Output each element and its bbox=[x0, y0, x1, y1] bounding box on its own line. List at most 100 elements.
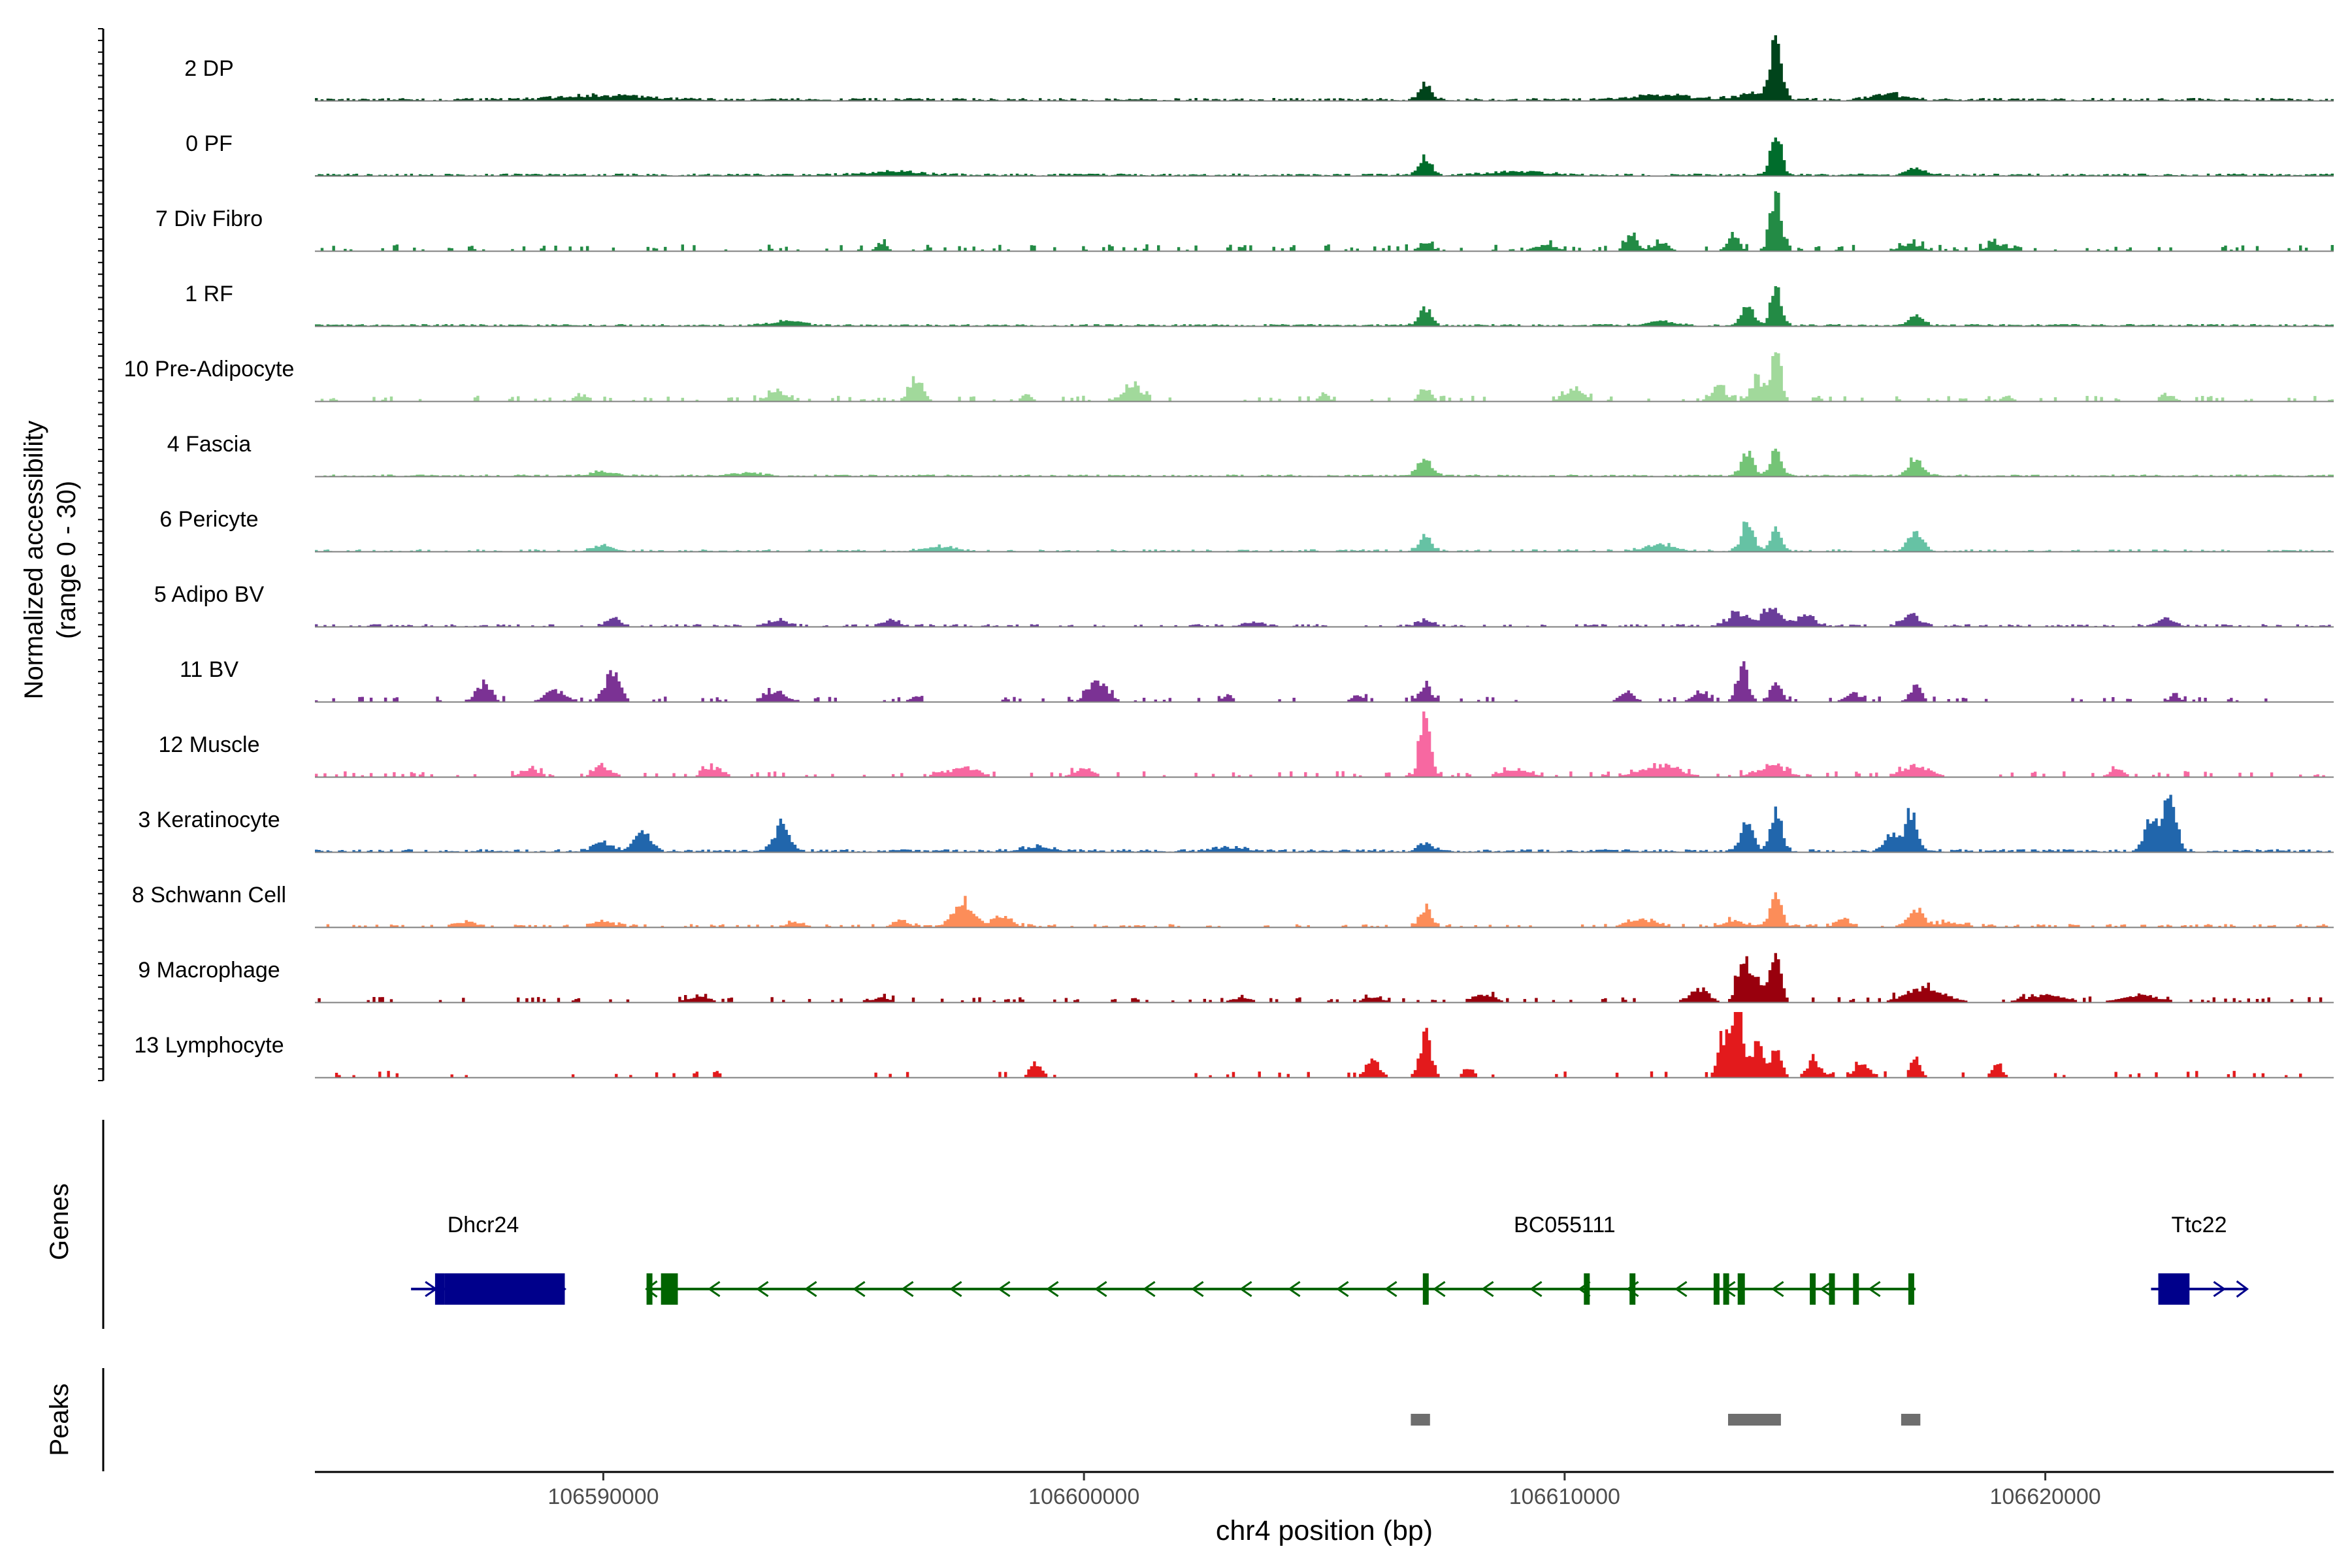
gene-label: BC055111 bbox=[1514, 1213, 1616, 1237]
track-label: 10 Pre-Adipocyte bbox=[124, 357, 295, 382]
track-label: 4 Fascia bbox=[167, 432, 252, 457]
coverage-area bbox=[315, 953, 2334, 1002]
track-2-dp: 2 DP bbox=[184, 35, 2334, 102]
x-axis: 106590000 106600000 106610000 106620000 bbox=[315, 1471, 2334, 1509]
x-tick-label: 106620000 bbox=[1989, 1484, 2100, 1509]
gene-exon bbox=[646, 1273, 653, 1305]
x-tick-label: 106610000 bbox=[1509, 1484, 1620, 1509]
track-label: 5 Adipo BV bbox=[154, 582, 265, 607]
strand-arrow-icon bbox=[1335, 1281, 1349, 1298]
track-4-fascia: 4 Fascia bbox=[167, 432, 2334, 478]
coverage-area bbox=[315, 1012, 2334, 1077]
x-tick-label: 106600000 bbox=[1028, 1484, 1139, 1509]
track-label: 11 BV bbox=[180, 657, 238, 682]
coverage-area bbox=[315, 661, 2334, 702]
track-1-rf: 1 RF bbox=[185, 282, 2334, 327]
track-label: 13 Lymphocyte bbox=[134, 1033, 284, 1058]
track-5-adipo-bv: 5 Adipo BV bbox=[154, 582, 2334, 628]
strand-arrow-icon bbox=[852, 1281, 866, 1298]
y-axis-label-line1: Normalized accessibility bbox=[20, 421, 48, 700]
gene-exon bbox=[1713, 1273, 1720, 1305]
gene-dhcr24: Dhcr24 bbox=[411, 1213, 567, 1305]
gene-exon bbox=[1584, 1273, 1590, 1305]
strand-arrow-icon bbox=[997, 1281, 1011, 1298]
genes-axis-label: Genes bbox=[45, 1183, 74, 1260]
track-label: 3 Keratinocyte bbox=[138, 808, 280, 832]
strand-arrow-icon bbox=[804, 1281, 817, 1298]
track-13-lymphocyte: 13 Lymphocyte bbox=[134, 1012, 2334, 1079]
strand-arrow-icon bbox=[900, 1281, 914, 1298]
gene-ttc22: Ttc22 bbox=[2151, 1213, 2249, 1305]
coverage-area bbox=[315, 137, 2334, 176]
track-label: 8 Schwann Cell bbox=[132, 883, 286, 907]
track-10-pre-adipocyte: 10 Pre-Adipocyte bbox=[124, 352, 2334, 402]
strand-arrow-icon bbox=[1867, 1281, 1881, 1298]
track-9-macrophage: 9 Macrophage bbox=[138, 953, 2334, 1004]
track-3-keratinocyte: 3 Keratinocyte bbox=[138, 794, 2334, 853]
track-label: 6 Pericyte bbox=[159, 507, 258, 532]
strand-arrow-icon bbox=[1190, 1281, 1204, 1298]
gene-label: Dhcr24 bbox=[448, 1213, 519, 1237]
strand-arrow-icon bbox=[1480, 1281, 1494, 1298]
gene-exon bbox=[1853, 1273, 1859, 1305]
genes-panel: Dhcr24 BC055111 Ttc22 bbox=[102, 1120, 2249, 1329]
gene-exon bbox=[1422, 1273, 1429, 1305]
track-0-pf: 0 PF bbox=[186, 131, 2334, 177]
gene-exon bbox=[2158, 1273, 2190, 1305]
gene-exon bbox=[1908, 1273, 1914, 1305]
y-axis-label-line2: (range 0 - 30) bbox=[52, 481, 81, 639]
x-axis-label: chr4 position (bp) bbox=[1216, 1515, 1433, 1546]
strand-end-arrow-icon bbox=[2236, 1280, 2249, 1298]
gene-label: Ttc22 bbox=[2171, 1213, 2227, 1237]
track-label: 2 DP bbox=[184, 56, 234, 81]
gene-bc055111: BC055111 bbox=[645, 1213, 1916, 1305]
track-7-div-fibro: 7 Div Fibro bbox=[155, 191, 2334, 252]
coverage-area bbox=[315, 892, 2334, 927]
track-8-schwann-cell: 8 Schwann Cell bbox=[132, 883, 2334, 928]
strand-arrow-icon bbox=[1239, 1281, 1252, 1298]
coverage-area bbox=[315, 794, 2334, 852]
strand-arrow-icon bbox=[1384, 1281, 1397, 1298]
strand-arrow-icon bbox=[1432, 1281, 1446, 1298]
strand-arrow-icon bbox=[949, 1281, 962, 1298]
track-label: 0 PF bbox=[186, 131, 233, 156]
track-label: 1 RF bbox=[185, 282, 233, 306]
track-label: 12 Muscle bbox=[159, 732, 260, 757]
gene-exon bbox=[444, 1273, 565, 1305]
coverage-area bbox=[315, 608, 2334, 627]
strand-arrow-icon bbox=[2213, 1281, 2227, 1298]
strand-arrow-icon bbox=[1819, 1281, 1833, 1298]
coverage-area bbox=[315, 521, 2334, 551]
strand-arrow-icon bbox=[1771, 1281, 1784, 1298]
coverage-area bbox=[315, 191, 2334, 251]
peak-region bbox=[1411, 1414, 1430, 1426]
gene-exon bbox=[1629, 1273, 1636, 1305]
strand-arrow-icon bbox=[1142, 1281, 1156, 1298]
coverage-area bbox=[315, 352, 2334, 401]
coverage-area bbox=[315, 711, 2334, 777]
strand-arrow-icon bbox=[1674, 1281, 1688, 1298]
tracks-panel: 2 DP 0 PF 7 Div Fibro 1 RF 10 Pre-Adipocyte 4… bbox=[124, 35, 2334, 1079]
track-11-bv: 11 BV bbox=[180, 657, 2334, 703]
strand-arrow-icon bbox=[1287, 1281, 1301, 1298]
gene-exon bbox=[434, 1273, 445, 1305]
peak-region bbox=[1728, 1414, 1781, 1426]
strand-arrow-icon bbox=[755, 1281, 769, 1298]
peak-region bbox=[1901, 1414, 1921, 1426]
gene-exon bbox=[1810, 1273, 1816, 1305]
strand-arrow-icon bbox=[707, 1281, 721, 1298]
track-12-muscle: 12 Muscle bbox=[159, 711, 2334, 778]
strand-arrow-icon bbox=[1045, 1281, 1059, 1298]
track-label: 7 Div Fibro bbox=[155, 206, 263, 231]
peaks-axis-label: Peaks bbox=[45, 1383, 74, 1456]
x-tick-label: 106590000 bbox=[547, 1484, 659, 1509]
gene-exon bbox=[1829, 1273, 1835, 1305]
gene-exon bbox=[1737, 1273, 1745, 1305]
gene-exon bbox=[1723, 1273, 1729, 1305]
coverage-area bbox=[315, 35, 2334, 101]
track-label: 9 Macrophage bbox=[138, 958, 280, 983]
gene-exon bbox=[661, 1273, 678, 1305]
track-6-pericyte: 6 Pericyte bbox=[159, 507, 2334, 553]
strand-arrow-icon bbox=[1529, 1281, 1543, 1298]
